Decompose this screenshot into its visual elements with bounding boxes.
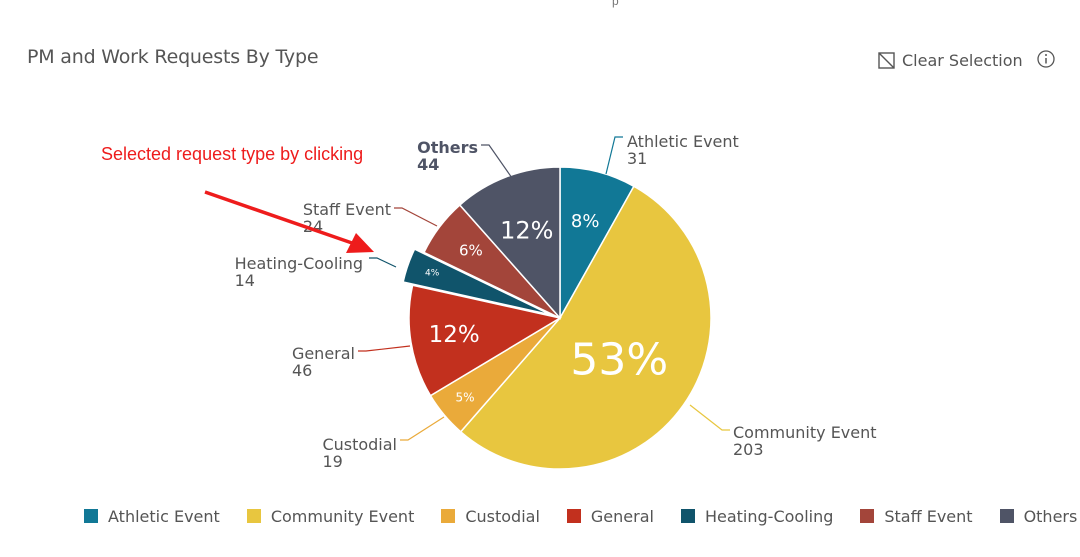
callout-label: Others <box>417 138 478 157</box>
legend-swatch <box>999 509 1014 523</box>
legend-label: General <box>590 506 654 526</box>
legend-swatch <box>441 509 456 523</box>
legend-item-community-event[interactable]: Community Event <box>246 506 415 526</box>
slice-percent-label: 4% <box>425 269 440 279</box>
annotation-arrow-head <box>346 233 374 253</box>
legend-item-athletic-event[interactable]: Athletic Event <box>84 507 220 526</box>
legend-swatch <box>84 509 98 523</box>
legend-label: Athletic Event <box>108 506 220 526</box>
callout-line <box>689 404 730 431</box>
legend-item-others[interactable]: Others <box>999 506 1078 526</box>
legend-label: Others <box>1023 506 1078 526</box>
pie-slice-community-event[interactable] <box>459 185 712 470</box>
legend-swatch <box>860 509 875 523</box>
callout-label: Athletic Event <box>627 132 739 151</box>
callout-value: 14 <box>235 271 255 290</box>
legend-item-general[interactable]: General <box>566 506 654 526</box>
legend-item-heating-cooling[interactable]: Heating-Cooling <box>680 506 834 526</box>
slice-percent-label: 5% <box>456 390 475 404</box>
callout-value: 203 <box>733 440 764 459</box>
callout-label: Staff Event <box>303 200 391 219</box>
slice-percent-label: 12% <box>500 216 553 244</box>
pie-slice-general[interactable] <box>408 284 562 397</box>
callout-line <box>605 136 623 175</box>
legend-swatch <box>566 509 581 523</box>
legend-item-custodial[interactable]: Custodial <box>441 507 540 526</box>
legend-label: Heating-Cooling <box>704 506 834 526</box>
annotation-text: Selected request type by clicking <box>101 144 363 164</box>
callout-label: Custodial <box>322 435 397 454</box>
slice-percent-label: 12% <box>429 322 480 348</box>
chart-title: PM and Work Requests By Type <box>27 46 319 68</box>
slice-percent-label: 8% <box>571 211 600 232</box>
callout-line <box>481 144 513 179</box>
callout-line <box>369 257 397 268</box>
callout-line <box>394 207 438 227</box>
info-icon[interactable] <box>1037 50 1055 68</box>
chart-legend: Athletic Event Community Event Custodial Ge… <box>84 505 1077 527</box>
callout-line <box>400 416 445 441</box>
top-hint-text: p <box>612 0 619 8</box>
legend-label: Staff Event <box>884 506 973 526</box>
callout-value: 31 <box>627 149 647 168</box>
legend-label: Custodial <box>465 506 540 526</box>
callout-label: Community Event <box>733 423 877 442</box>
callout-value: 19 <box>322 452 342 471</box>
clear-selection-icon <box>878 51 895 69</box>
legend-item-staff-event[interactable]: Staff Event <box>860 506 973 526</box>
pie-slice-heating-cooling[interactable] <box>402 248 551 316</box>
callout-label: General <box>292 344 355 363</box>
callout-line <box>358 345 411 352</box>
callout-value: 44 <box>417 155 439 174</box>
callout-label: Heating-Cooling <box>235 254 363 273</box>
clear-selection-label: Clear Selection <box>902 50 1023 70</box>
slice-percent-label: 6% <box>459 242 483 260</box>
slice-percent-label: 53% <box>570 334 668 385</box>
callout-value: 46 <box>292 361 312 380</box>
legend-swatch <box>680 509 695 523</box>
pie-slice-others[interactable] <box>458 166 561 320</box>
annotation-arrow-line <box>204 190 353 245</box>
legend-label: Community Event <box>270 506 415 526</box>
clear-selection-button[interactable]: Clear Selection <box>878 48 1023 72</box>
legend-swatch <box>246 509 261 523</box>
